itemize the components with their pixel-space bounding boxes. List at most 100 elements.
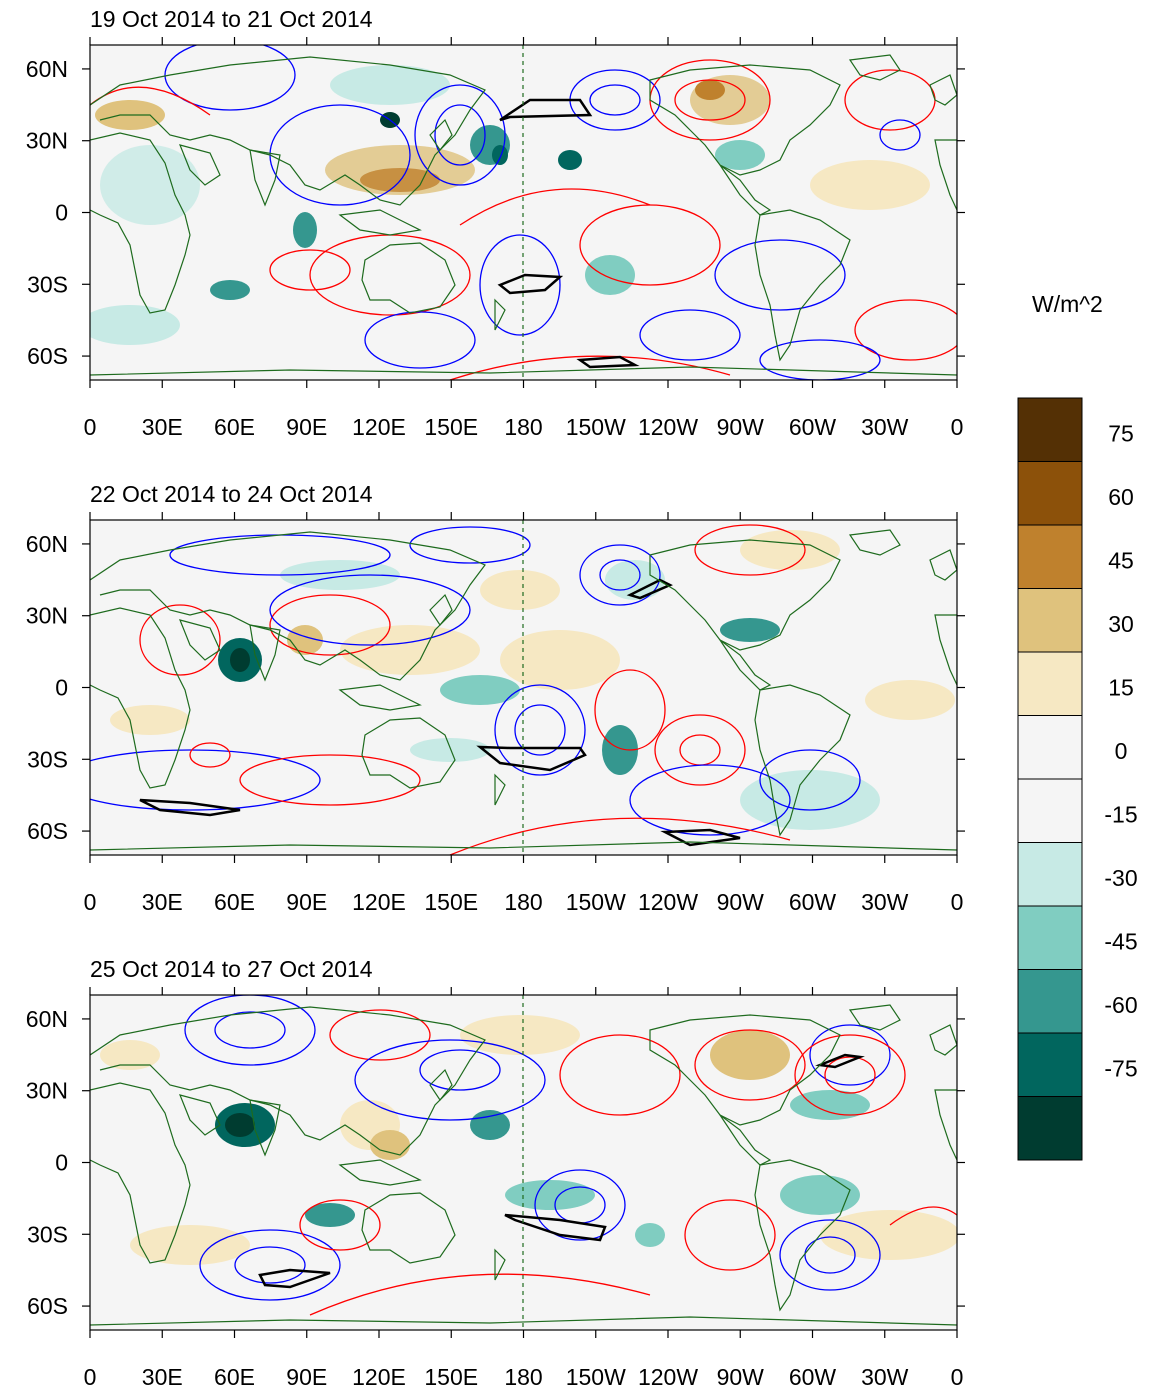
lon-tick-label: 0: [84, 889, 97, 915]
lon-tick-label: 90E: [286, 414, 327, 440]
lon-tick-label: 0: [951, 889, 964, 915]
lat-tick-label: 60S: [27, 818, 68, 844]
lon-tick-label: 60E: [214, 414, 255, 440]
panel-1-contours: [90, 45, 957, 380]
lon-tick-label: 90W: [717, 414, 765, 440]
panel-2-lat-labels: 60N 30N 0 30S 60S: [26, 531, 965, 844]
lon-tick-label: 30E: [142, 414, 183, 440]
colorbar-swatch: [1017, 461, 1083, 526]
lon-tick-label: 90W: [717, 1364, 765, 1390]
lon-tick-label: 30W: [861, 414, 909, 440]
colorbar-swatch: [1017, 778, 1083, 843]
colorbar-labels: 75 60 45 30 15 0 -15 -30 -45 -60 -75: [1104, 421, 1137, 1082]
colorbar-label: -30: [1104, 865, 1137, 891]
lon-tick-label: 120W: [638, 414, 698, 440]
lon-tick-label: 60W: [789, 889, 837, 915]
lon-tick-label: 150E: [424, 1364, 478, 1390]
lon-tick-label: 0: [84, 1364, 97, 1390]
lon-tick-label: 180: [504, 889, 542, 915]
colorbar-label: -60: [1104, 992, 1137, 1018]
lat-tick-label: 0: [55, 675, 68, 701]
lon-tick-label: 30E: [142, 889, 183, 915]
lon-tick-label: 90E: [286, 1364, 327, 1390]
lon-tick-label: 0: [951, 1364, 964, 1390]
lat-tick-label: 60S: [27, 1293, 68, 1319]
lat-tick-label: 60N: [26, 1006, 68, 1032]
colorbar-label: 30: [1108, 611, 1134, 637]
panel-3-title: 25 Oct 2014 to 27 Oct 2014: [90, 956, 373, 982]
colorbar-swatch: [1017, 1096, 1083, 1161]
colorbar-swatch: [1017, 524, 1083, 589]
lon-tick-label: 60W: [789, 1364, 837, 1390]
lon-tick-label: 120E: [352, 889, 406, 915]
colorbar-swatch: [1017, 651, 1083, 716]
panel-1-shading: [90, 65, 930, 345]
lon-tick-label: 150W: [566, 889, 626, 915]
lon-tick-label: 180: [504, 414, 542, 440]
panel-1-lon-labels: 0 30E 60E 90E 120E 150E 180 150W 120W 90W 60W 30W 0: [84, 37, 964, 440]
lon-tick-label: 30E: [142, 1364, 183, 1390]
lat-tick-label: 30N: [26, 603, 68, 629]
panel-2-title: 22 Oct 2014 to 24 Oct 2014: [90, 481, 373, 507]
panel-1-plot-area: [90, 45, 957, 380]
lat-tick-label: 60N: [26, 531, 68, 557]
map-panel-1: 19 Oct 2014 to 21 Oct 2014: [26, 6, 965, 440]
lon-tick-label: 180: [504, 1364, 542, 1390]
colorbar-swatch: [1017, 905, 1083, 970]
lon-tick-label: 0: [84, 414, 97, 440]
map-panel-3: 25 Oct 2014 to 27 Oct 2014: [26, 956, 965, 1390]
lon-tick-label: 150E: [424, 414, 478, 440]
colorbar-label: 60: [1108, 484, 1134, 510]
lat-tick-label: 0: [55, 1150, 68, 1176]
colorbar: W/m^2 75 60 45 30 15 0 -15 -30 -45 -60 -75: [1017, 291, 1138, 1161]
lon-tick-label: 120E: [352, 414, 406, 440]
lat-tick-label: 30N: [26, 128, 68, 154]
colorbar-swatch: [1017, 715, 1083, 780]
panel-3-lat-labels: 60N 30N 0 30S 60S: [26, 1006, 965, 1319]
map-panel-2: 22 Oct 2014 to 24 Oct 2014: [26, 481, 965, 915]
colorbar-swatch: [1017, 1032, 1083, 1097]
lon-tick-label: 60E: [214, 1364, 255, 1390]
panel-3-contours: [184, 995, 957, 1316]
lon-tick-label: 120W: [638, 889, 698, 915]
panel-2-contours: [90, 524, 861, 855]
colorbar-units-label: W/m^2: [1032, 291, 1103, 317]
colorbar-label: -15: [1104, 802, 1137, 828]
lon-tick-label: 60E: [214, 889, 255, 915]
colorbar-swatch: [1017, 969, 1083, 1034]
lat-tick-label: 60S: [27, 343, 68, 369]
panel-1-lat-labels: 60N 30N 0 30S 60S: [26, 56, 965, 369]
lat-tick-label: 30S: [27, 746, 68, 772]
panel-3-shading: [100, 1015, 957, 1265]
lat-tick-label: 60N: [26, 56, 68, 82]
panel-3-lon-labels: 0 30E 60E 90E 120E 150E 180 150W 120W 90W 60W 30W 0: [84, 987, 964, 1390]
lon-tick-label: 150W: [566, 1364, 626, 1390]
colorbar-swatches: [1017, 397, 1083, 1161]
lat-tick-label: 30N: [26, 1078, 68, 1104]
lat-tick-label: 0: [55, 200, 68, 226]
lon-tick-label: 60W: [789, 414, 837, 440]
colorbar-label: 0: [1115, 738, 1128, 764]
lon-tick-label: 90W: [717, 889, 765, 915]
colorbar-swatch: [1017, 397, 1083, 462]
colorbar-label: -45: [1104, 929, 1137, 955]
lon-tick-label: 0: [951, 414, 964, 440]
panel-2-shading: [110, 530, 955, 830]
panel-1-title: 19 Oct 2014 to 21 Oct 2014: [90, 6, 373, 32]
colorbar-label: 15: [1108, 675, 1134, 701]
lon-tick-label: 150W: [566, 414, 626, 440]
lon-tick-label: 30W: [861, 1364, 909, 1390]
colorbar-swatch: [1017, 842, 1083, 907]
lon-tick-label: 150E: [424, 889, 478, 915]
colorbar-swatch: [1017, 588, 1083, 653]
lat-tick-label: 30S: [27, 271, 68, 297]
lat-tick-label: 30S: [27, 1221, 68, 1247]
lon-tick-label: 120W: [638, 1364, 698, 1390]
lon-tick-label: 90E: [286, 889, 327, 915]
lon-tick-label: 30W: [861, 889, 909, 915]
lon-tick-label: 120E: [352, 1364, 406, 1390]
colorbar-label: 75: [1108, 421, 1134, 447]
panel-2-lon-labels: 0 30E 60E 90E 120E 150E 180 150W 120W 90W 60W 30W 0: [84, 512, 964, 915]
colorbar-label: -75: [1104, 1056, 1137, 1082]
